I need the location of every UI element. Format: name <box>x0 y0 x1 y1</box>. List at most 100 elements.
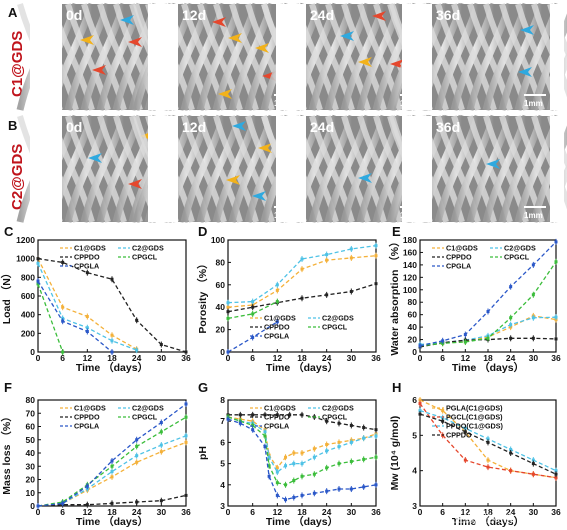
data-point <box>374 254 378 258</box>
data-point <box>267 455 271 459</box>
data-point <box>226 316 230 320</box>
data-point <box>275 481 279 485</box>
data-point <box>374 282 378 286</box>
data-point <box>531 316 535 320</box>
data-point <box>288 413 292 417</box>
legend-label: C2@GDS <box>322 314 354 323</box>
x-tick-label: 30 <box>529 353 539 363</box>
series-line <box>37 403 187 507</box>
data-point <box>135 460 139 464</box>
y-tick-label: 6 <box>412 395 417 405</box>
y-tick-label: 30 <box>26 461 36 471</box>
y-axis-title: Water absorption （%） <box>388 236 401 355</box>
data-point <box>362 436 366 440</box>
y-tick-label: 80 <box>26 395 36 405</box>
y-tick-label: 60 <box>408 310 418 320</box>
y-tick-label: 3 <box>220 501 225 511</box>
mask <box>402 116 432 222</box>
x-tick-label: 0 <box>36 507 41 517</box>
data-point <box>292 496 296 500</box>
pointer-arrow <box>358 173 372 183</box>
data-point <box>135 500 139 504</box>
row-label-c2gds: C2@GDS <box>9 144 26 210</box>
panel-letter-a: A <box>8 5 18 20</box>
x-tick-label: 18 <box>297 507 307 517</box>
panel-letter: H <box>392 380 401 395</box>
y-tick-label: 5 <box>412 430 417 440</box>
mask <box>276 116 306 222</box>
time-label: 24d <box>310 7 334 23</box>
data-point <box>362 485 366 489</box>
pointer-arrow <box>258 143 272 153</box>
scale-bar <box>524 94 546 96</box>
x-tick-label: 0 <box>226 353 231 363</box>
data-point <box>110 475 114 479</box>
data-point <box>110 501 114 505</box>
y-tick-label: 8 <box>220 395 225 405</box>
x-tick-label: 30 <box>529 507 539 517</box>
y-tick-label: 140 <box>403 260 417 270</box>
data-point <box>263 445 267 449</box>
data-point <box>554 315 558 319</box>
y-tick-label: 6 <box>220 437 225 447</box>
pointer-arrow <box>128 37 142 47</box>
data-point <box>159 450 163 454</box>
x-tick-label: 12 <box>461 353 471 363</box>
data-point <box>486 336 490 340</box>
legend-label: PPDO(C1@GDS) <box>446 422 504 431</box>
y-tick-label: 1200 <box>16 235 35 245</box>
data-point <box>418 398 422 402</box>
data-point <box>554 337 558 341</box>
data-point <box>325 466 329 470</box>
data-point <box>325 489 329 493</box>
data-point <box>337 421 341 425</box>
data-point <box>362 457 366 461</box>
x-tick-label: 36 <box>181 353 191 363</box>
data-point <box>184 440 188 444</box>
data-point <box>251 305 255 309</box>
time-label: 0d <box>66 7 82 23</box>
y-axis-title: Load （N） <box>0 268 13 325</box>
data-point <box>486 437 490 441</box>
pointer-arrow <box>92 65 106 75</box>
x-tick-label: 18 <box>297 353 307 363</box>
data-point <box>275 493 279 497</box>
x-tick-label: 6 <box>60 507 65 517</box>
data-point <box>509 285 513 289</box>
sem-image: 12d1mm <box>132 114 340 223</box>
sem-image-grid: 0d1mm12d1mm24d1mm36d1mm0d1mm12d1mm24d1mm… <box>16 0 567 230</box>
data-point <box>300 257 304 261</box>
x-tick-label: 30 <box>347 507 357 517</box>
pointer-arrow <box>212 17 226 27</box>
mask <box>550 4 564 110</box>
plot-frame <box>37 399 187 507</box>
data-point <box>531 293 535 297</box>
data-point <box>325 419 329 423</box>
scale-bar <box>524 206 546 208</box>
data-point <box>275 413 279 417</box>
legend-label: C2@GDS <box>132 244 164 253</box>
pointer-arrow <box>80 35 94 45</box>
legend-label: CPPDO <box>446 253 472 262</box>
x-tick-label: 24 <box>506 507 516 517</box>
y-tick-label: 20 <box>408 335 418 345</box>
x-tick-label: 30 <box>347 353 357 363</box>
chart-panel-g: G 0 6 12 18 24 30 36 3 4 5 6 7 8 Time （days） pH C1@GDS C2… <box>197 380 381 528</box>
data-point <box>463 430 467 434</box>
x-tick-label: 12 <box>273 353 283 363</box>
y-tick-label: 50 <box>26 435 36 445</box>
y-tick-label: 0 <box>220 347 225 357</box>
series-line <box>37 283 64 353</box>
series-line <box>37 280 113 353</box>
data-point <box>159 499 163 503</box>
data-point <box>531 472 535 476</box>
x-tick-label: 18 <box>107 353 117 363</box>
data-point <box>300 267 304 271</box>
y-tick-label: 100 <box>403 285 417 295</box>
data-point <box>267 474 271 478</box>
data-point <box>418 412 422 416</box>
time-label: 0d <box>66 119 82 135</box>
mask <box>30 0 62 230</box>
